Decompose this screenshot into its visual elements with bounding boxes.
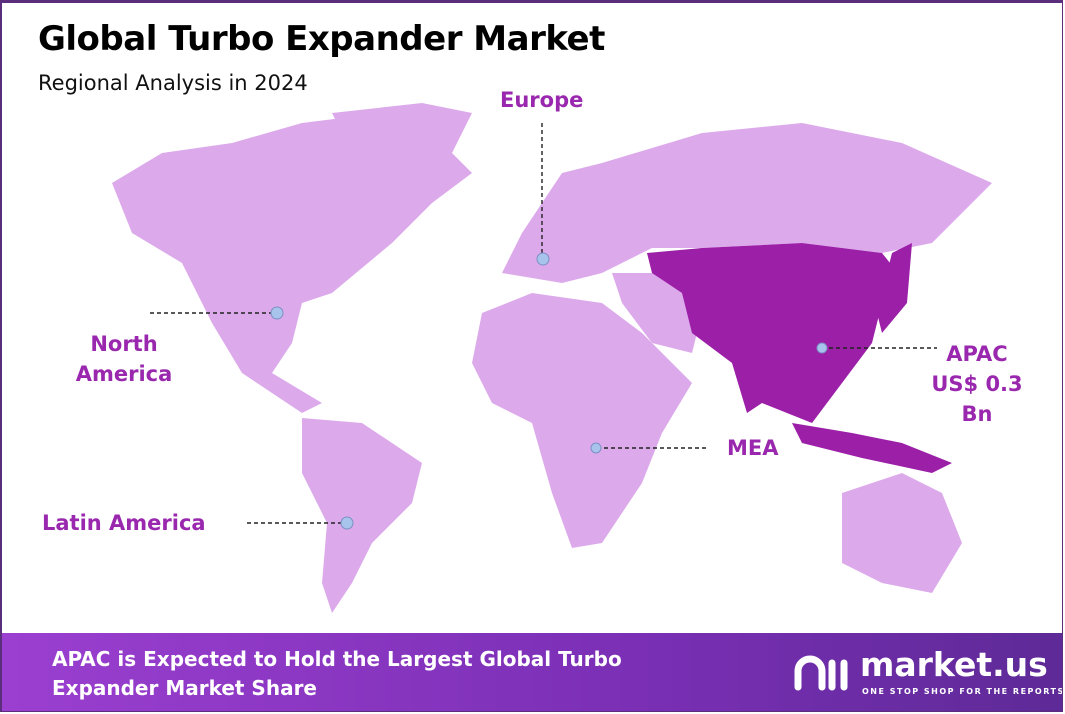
apac-name: APAC [946,342,1008,366]
apac-marker [816,342,828,354]
australia-shape [842,473,962,593]
logo-name: market.us [860,645,1048,684]
latin-america-label: Latin America [42,511,206,535]
logo-mark-icon [794,655,848,691]
russia-shape [602,123,992,253]
footer-banner: APAC is Expected to Hold the Largest Glo… [2,633,1062,711]
north-america-label: North America [75,332,173,386]
logo-tagline: ONE STOP SHOP FOR THE REPORTS [862,687,1063,696]
mea-marker [590,442,602,454]
south-america-shape [302,418,422,613]
latin-america-marker [340,516,354,530]
market-us-logo: market.us ONE STOP SHOP FOR THE REPORTS [792,645,1062,697]
mea-label: MEA [727,436,779,460]
apac-label: APAC US$ 0.3 Bn [922,339,1032,429]
page-title: Global Turbo Expander Market [38,19,605,59]
footer-text: APAC is Expected to Hold the Largest Glo… [52,647,622,700]
page-subtitle: Regional Analysis in 2024 [38,71,308,95]
africa-shape [472,293,692,548]
europe-marker [536,252,550,266]
japan-shape [877,243,912,333]
north-america-marker [270,306,284,320]
europe-shape [502,163,652,283]
world-map [112,103,992,613]
greenland-shape [332,103,472,218]
apac-value: US$ 0.3 Bn [931,372,1023,426]
middle-east-shape [612,273,702,353]
apac-shape [647,243,902,423]
europe-label: Europe [500,88,584,112]
southeast-asia-shape [792,423,952,473]
